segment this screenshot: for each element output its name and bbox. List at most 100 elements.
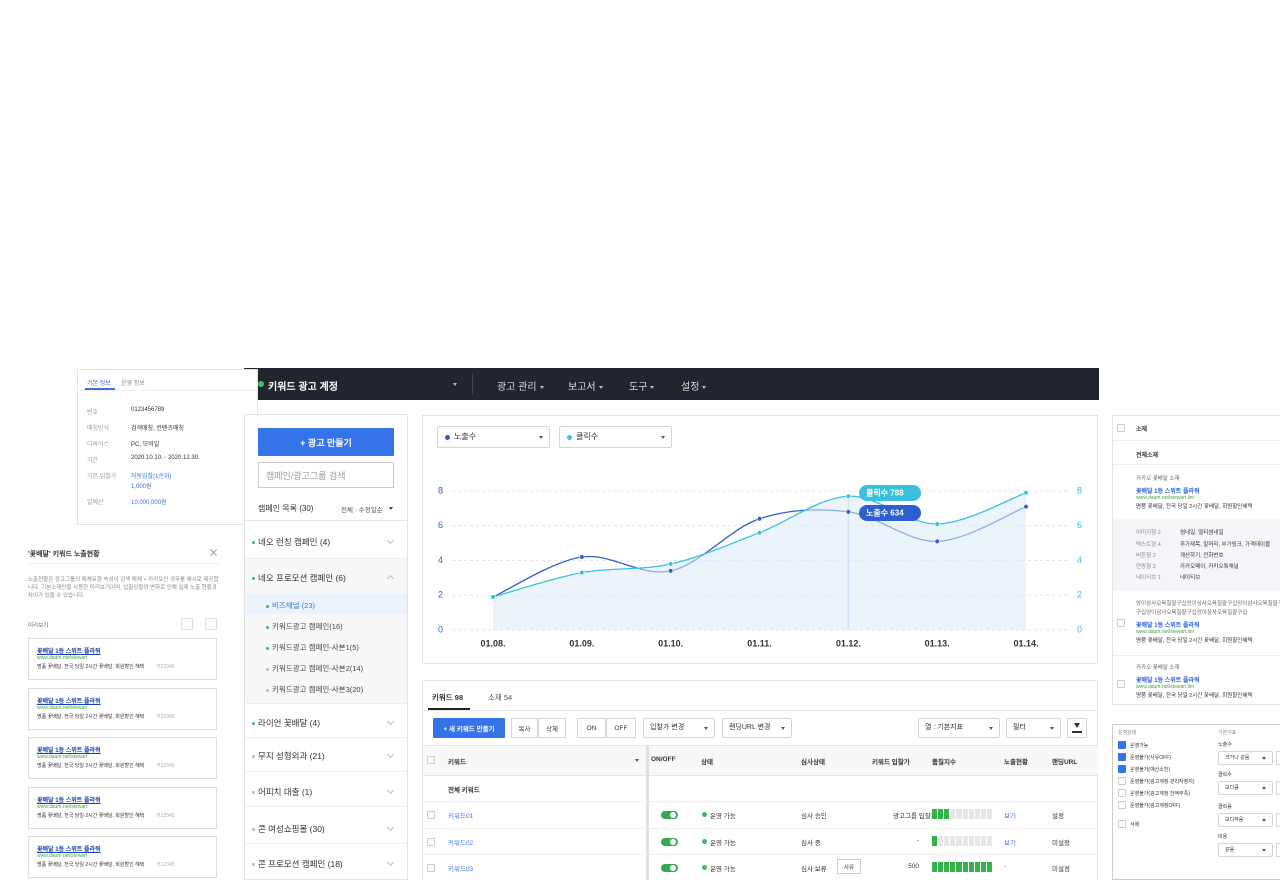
dropdown[interactable]: 입찰가 변경 [643,718,715,738]
creative-title[interactable]: 꽃배달 1등 스위트 플라워 [1136,489,1200,495]
search-input[interactable] [258,462,394,488]
tooltip-text: 노출수 634 [866,508,904,518]
condition-select[interactable]: 같음 [1218,843,1273,857]
campaign[interactable]: 무지 성형외과 (21) [258,751,325,761]
column-header: ON/OFF [651,756,676,763]
ad-group[interactable]: 키워드광고 캠페인-사본2(14) [272,664,364,673]
condition-select[interactable]: 보다작음 [1218,813,1273,827]
row-note: 1,000원 [131,484,152,490]
value-input[interactable] [1276,781,1280,795]
checkbox[interactable] [1118,801,1126,809]
checkbox[interactable] [1117,680,1125,688]
dropdown[interactable]: 열 : 기본지표 [918,718,1000,738]
nav-menu[interactable]: 보고서 [568,377,638,393]
ad-group[interactable]: 키워드광고 캠페인-사본3(20) [272,685,364,694]
value-input[interactable] [1276,843,1280,857]
keyword-link[interactable]: 키워드01 [448,813,474,820]
ad-description: 명품 꽃배달, 전국 당일 2시간 꽃배달, 회원할인 혜택 [37,812,145,819]
caret [704,727,708,730]
extension-items: 썸네일, 멀티썸네일 [1180,530,1224,536]
creative-title[interactable]: 꽃배달 1등 스위트 플라워 [1136,678,1200,684]
ad-description: 명품 꽃배달, 전국 당일 2시간 꽃배달, 회원할인 혜택 [37,664,145,670]
ad-title[interactable]: 꽃배달 1등 스위트 플라워 [37,847,101,854]
button-text: + 새 키워드 만들기 [443,726,495,733]
tab[interactable]: 운영 정보 [121,381,145,387]
tab[interactable]: 기본 정보 [87,381,111,387]
checkbox[interactable] [1118,777,1126,785]
ad-title[interactable]: 꽃배달 1등 스위트 플라워 [37,797,101,804]
checkbox[interactable] [427,838,435,846]
exposure-link[interactable]: 보기 [1004,813,1016,820]
dropdown[interactable]: 랜딩URL 변경 [722,718,792,738]
campaign[interactable]: 콘 프로모션 캠페인 (18) [258,859,343,869]
nav-menu[interactable]: 도구 [629,377,699,393]
quality-cell [980,862,986,872]
caret [389,507,393,510]
metric-label: 클릭률 [1218,804,1232,810]
campaign[interactable]: 네오 런칭 캠페인 (4) [258,537,331,547]
toolbar-button[interactable]: 복사 [511,718,538,738]
toolbar-button[interactable]: OFF [606,718,636,738]
landing-url: 미설정 [1052,866,1070,873]
caret [661,436,665,439]
create-button[interactable]: + 광고 만들기 [258,428,394,456]
nav-menu[interactable]: 설정 [681,377,751,393]
checkbox[interactable] [1118,765,1126,773]
ad-group[interactable]: 키워드광고 캠페인(16) [272,622,343,631]
ad-title[interactable]: 꽃배달 1등 스위트 플라워 [37,649,101,655]
toolbar-button[interactable]: ON [577,718,606,738]
divider [1113,464,1280,465]
toggle[interactable] [661,811,678,819]
checkbox[interactable] [1117,424,1125,432]
ad-group[interactable]: 키워드광고 캠페인-사본1(5) [272,643,359,652]
checkbox[interactable] [427,811,435,819]
dropdown[interactable]: 필터 [1006,718,1061,738]
ad-group[interactable]: 비즈채널 (23) [272,601,316,610]
checkbox[interactable] [1118,789,1126,797]
tab[interactable]: 키워드 98 [432,693,464,702]
creative-title[interactable]: 꽃배달 1등 스위트 플라워 [1136,623,1200,629]
checkbox[interactable] [1118,753,1126,761]
toolbar-button[interactable]: + 새 키워드 만들기 [433,718,505,738]
ad-title[interactable]: 꽃배달 1등 스위트 플라워 [37,698,101,705]
divider [1113,440,1280,441]
campaign[interactable]: 라이언 꽃배달 (4) [258,718,321,728]
toolbar-button[interactable]: 삭제 [538,718,566,738]
checkbox[interactable] [1118,741,1126,749]
toggle[interactable] [661,838,678,846]
prev-button[interactable] [181,618,193,630]
status: 운영 가능 [710,813,736,820]
status-dot [266,605,269,608]
row-label: 매칭방식 [87,426,110,432]
checkbox[interactable] [427,756,435,764]
checkbox[interactable] [1117,619,1125,627]
refresh-button[interactable] [205,618,217,630]
keyword-link[interactable]: 키워드02 [448,840,474,847]
checkbox[interactable] [427,864,435,872]
campaign[interactable]: 콘 여성쇼핑몰 (30) [258,824,325,834]
nav-menu[interactable]: 광고 관리 [497,377,567,393]
tab[interactable]: 소재 54 [488,693,513,702]
toggle[interactable] [661,864,678,872]
condition-select[interactable]: 크거나 같음 [1218,751,1273,765]
sort-select[interactable]: 전체 · 수정일순 [341,507,383,514]
preview-label: 미리보기 [28,623,49,629]
ad-code: 거12345 [156,812,175,819]
ad-code: 거12345 [156,664,175,670]
account-name[interactable]: 키워드 광고 계정 [268,382,338,393]
series-select[interactable]: 노출수 [437,426,550,448]
ad-title[interactable]: 꽃배달 1등 스위트 플라워 [37,748,101,755]
campaign[interactable]: 어피치 대출 (1) [258,787,313,797]
exposure-link[interactable]: - [1004,863,1007,870]
keyword-link[interactable]: 키워드03 [448,866,474,873]
value-input[interactable] [1276,751,1280,765]
checkbox[interactable] [1118,820,1126,828]
reason-button[interactable]: 사유 [837,859,861,874]
condition-select[interactable]: 보다큼 [1218,781,1273,795]
value-input[interactable] [1276,813,1280,827]
series-select[interactable]: 클릭수 [559,426,672,448]
download-button[interactable] [1067,718,1087,738]
campaign[interactable]: 네오 프로모션 캠페인 (6) [258,573,346,583]
exposure-link[interactable]: 보기 [1004,840,1016,847]
download-icon [1074,723,1080,728]
